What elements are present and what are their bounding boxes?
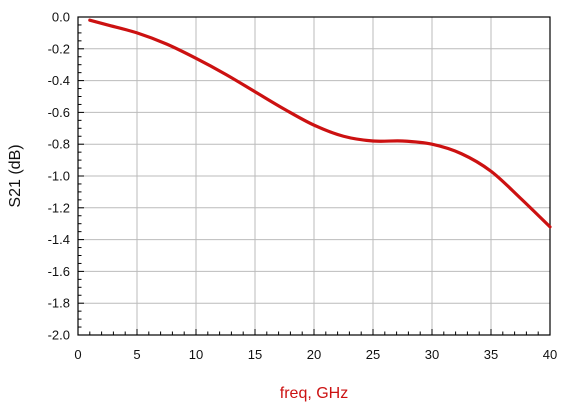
x-tick-label: 35 (484, 347, 498, 362)
y-axis-title: S21 (dB) (7, 144, 24, 207)
x-axis-title: freq, GHz (280, 385, 348, 402)
x-tick-labels: 0 5 10 15 20 25 30 35 40 (74, 347, 557, 362)
x-tick-label: 0 (74, 347, 81, 362)
y-tick-label: -1.4 (48, 232, 70, 247)
x-tick-label: 5 (133, 347, 140, 362)
y-tick-label: 0.0 (52, 10, 70, 25)
x-tick-label: 15 (248, 347, 262, 362)
series-line (88, 18, 552, 229)
y-tick-label: -0.6 (48, 105, 70, 120)
y-tick-label: -0.8 (48, 137, 70, 152)
x-tick-label: 10 (189, 347, 203, 362)
x-tick-label: 20 (307, 347, 321, 362)
x-tick-label: 30 (425, 347, 439, 362)
y-tick-label: -0.4 (48, 73, 70, 88)
y-tick-label: -2.0 (48, 328, 70, 343)
y-tick-label: -1.2 (48, 200, 70, 215)
y-tick-label: -1.8 (48, 296, 70, 311)
y-tick-label: -1.0 (48, 169, 70, 184)
y-tick-label: -0.2 (48, 41, 70, 56)
x-tick-label: 25 (366, 347, 380, 362)
series-layer (88, 18, 552, 229)
y-tick-label: -1.6 (48, 264, 70, 279)
x-tick-label: 40 (543, 347, 557, 362)
grid (77, 16, 551, 336)
y-tick-labels: 0.0 -0.2 -0.4 -0.6 -0.8 -1.0 -1.2 -1.4 -1.6 -1.8 -… (48, 10, 70, 343)
minor-ticks (77, 16, 551, 336)
